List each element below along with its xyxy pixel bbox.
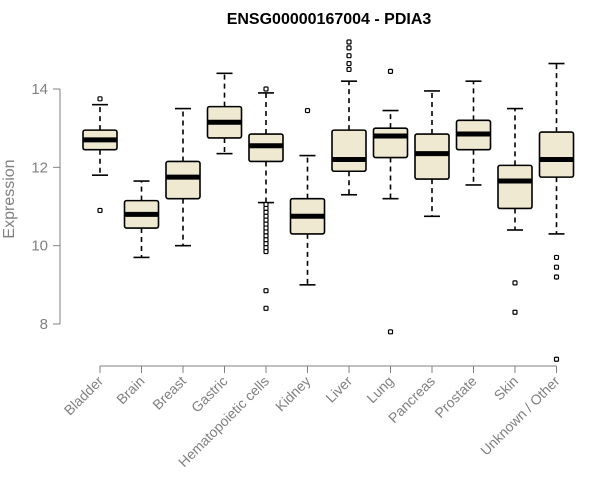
box-hematopoietic-cells bbox=[248, 86, 284, 311]
box-lung bbox=[372, 68, 409, 335]
box-body bbox=[497, 164, 533, 210]
outlier-point bbox=[346, 53, 352, 59]
box-liver bbox=[331, 39, 367, 196]
outlier-point bbox=[304, 107, 311, 114]
box-body bbox=[538, 131, 575, 178]
box-unknown-other bbox=[538, 62, 575, 362]
outlier-point bbox=[346, 66, 352, 73]
outlier-point bbox=[512, 280, 518, 286]
x-tick-label: Skin bbox=[491, 373, 522, 404]
y-tick-label: 14 bbox=[31, 81, 48, 98]
box-prostate bbox=[455, 80, 492, 186]
box-body bbox=[414, 133, 450, 180]
outlier-point bbox=[263, 288, 269, 294]
x-tick-label: Breast bbox=[149, 373, 189, 413]
outlier-point bbox=[97, 96, 103, 102]
y-axis-label: Expression bbox=[1, 159, 18, 238]
x-tick-label: Prostate bbox=[431, 373, 479, 421]
boxes-layer bbox=[82, 39, 575, 362]
outlier-point bbox=[97, 207, 103, 214]
outlier-point bbox=[346, 39, 352, 45]
outlier-point bbox=[387, 329, 394, 335]
box-brain bbox=[123, 180, 160, 259]
box-gastric bbox=[206, 72, 243, 155]
box-breast bbox=[165, 107, 201, 247]
outlier-point bbox=[263, 86, 269, 92]
outlier-point bbox=[553, 274, 560, 280]
y-tick-label: 10 bbox=[31, 238, 48, 255]
outlier-point bbox=[346, 45, 352, 51]
x-tick-label: Lung bbox=[363, 373, 396, 406]
box-body bbox=[372, 127, 409, 159]
outlier-point bbox=[346, 60, 352, 67]
outlier-point bbox=[263, 305, 269, 311]
outlier-point bbox=[553, 356, 560, 362]
box-body bbox=[165, 160, 201, 200]
y-tick-label: 8 bbox=[40, 316, 48, 333]
box-skin bbox=[497, 107, 533, 315]
outlier-point bbox=[263, 248, 269, 255]
chart-title: ENSG00000167004 - PDIA3 bbox=[227, 11, 432, 28]
box-bladder bbox=[82, 96, 118, 214]
y-axis: 8 10 12 14 bbox=[31, 81, 61, 333]
box-pancreas bbox=[414, 90, 450, 218]
outlier-point bbox=[553, 254, 560, 261]
y-tick-label: 12 bbox=[31, 159, 48, 176]
x-tick-label: Liver bbox=[322, 373, 355, 406]
box-body bbox=[331, 129, 367, 173]
outlier-point bbox=[387, 68, 394, 74]
x-tick-label: Brain bbox=[113, 373, 147, 407]
x-tick-label: Kidney bbox=[272, 373, 314, 415]
box-kidney bbox=[289, 107, 326, 286]
outlier-point bbox=[512, 309, 518, 315]
outlier-point bbox=[553, 264, 560, 270]
x-tick-label: Bladder bbox=[61, 373, 107, 419]
x-tick-label: Unknown / Other bbox=[477, 373, 563, 459]
